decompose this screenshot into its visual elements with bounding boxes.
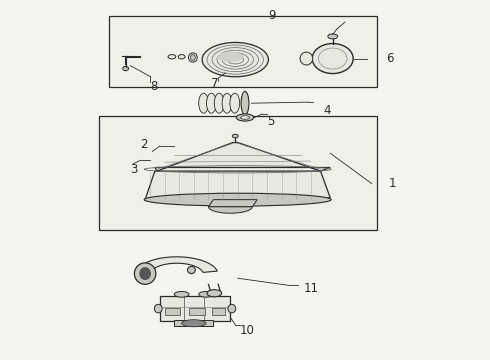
Polygon shape	[155, 143, 330, 171]
Ellipse shape	[199, 93, 208, 113]
Ellipse shape	[202, 42, 269, 77]
Ellipse shape	[241, 91, 249, 115]
Ellipse shape	[232, 134, 238, 138]
Ellipse shape	[182, 320, 206, 327]
Text: 11: 11	[303, 283, 318, 296]
Ellipse shape	[199, 292, 213, 297]
Ellipse shape	[230, 93, 240, 113]
Text: 5: 5	[267, 114, 274, 127]
Bar	[99, 116, 376, 230]
Text: 7: 7	[211, 77, 219, 90]
Text: 9: 9	[269, 9, 276, 22]
Bar	[174, 320, 213, 327]
Text: 1: 1	[389, 177, 396, 190]
Ellipse shape	[236, 114, 254, 121]
Ellipse shape	[241, 116, 249, 119]
Ellipse shape	[206, 93, 216, 113]
Polygon shape	[160, 296, 230, 321]
Ellipse shape	[134, 263, 156, 284]
Ellipse shape	[191, 55, 196, 60]
Ellipse shape	[228, 304, 236, 313]
Ellipse shape	[214, 93, 224, 113]
Ellipse shape	[154, 304, 162, 313]
Polygon shape	[208, 207, 252, 213]
Ellipse shape	[300, 52, 313, 65]
Text: 4: 4	[323, 104, 330, 117]
Ellipse shape	[188, 266, 196, 274]
Ellipse shape	[189, 53, 197, 62]
Bar	[109, 16, 376, 87]
Ellipse shape	[139, 267, 151, 280]
Text: 6: 6	[386, 52, 394, 65]
Ellipse shape	[122, 66, 128, 71]
Ellipse shape	[312, 44, 353, 73]
Polygon shape	[208, 200, 257, 207]
Ellipse shape	[222, 93, 232, 113]
Ellipse shape	[144, 193, 331, 206]
Ellipse shape	[178, 55, 185, 59]
Ellipse shape	[207, 290, 221, 297]
Bar	[189, 307, 204, 315]
Text: 2: 2	[140, 138, 148, 151]
Text: 8: 8	[150, 80, 157, 93]
Bar	[165, 307, 180, 315]
Ellipse shape	[168, 55, 176, 59]
Polygon shape	[145, 171, 330, 200]
Ellipse shape	[174, 292, 189, 297]
Polygon shape	[136, 257, 218, 274]
Text: 3: 3	[130, 163, 138, 176]
Ellipse shape	[328, 34, 338, 39]
Text: 10: 10	[240, 324, 255, 337]
Ellipse shape	[217, 51, 244, 62]
Bar	[212, 307, 224, 315]
